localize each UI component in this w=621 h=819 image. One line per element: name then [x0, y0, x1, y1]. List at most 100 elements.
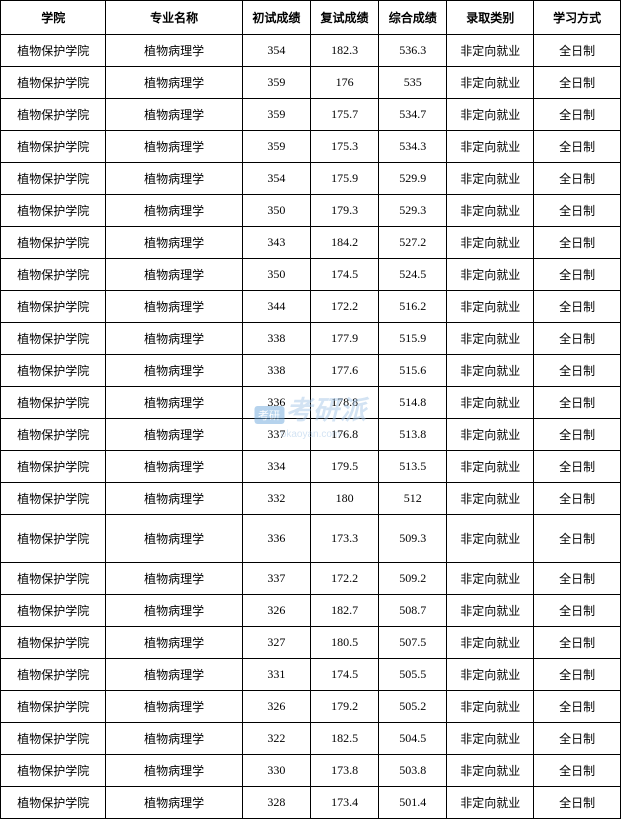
table-cell: 非定向就业 [447, 99, 534, 131]
table-cell: 植物保护学院 [1, 259, 106, 291]
table-cell: 植物病理学 [106, 35, 242, 67]
table-row: 植物保护学院植物病理学336173.3509.3非定向就业全日制 [1, 515, 621, 563]
table-cell: 植物病理学 [106, 227, 242, 259]
table-cell: 524.5 [379, 259, 447, 291]
table-cell: 全日制 [534, 691, 621, 723]
table-cell: 全日制 [534, 35, 621, 67]
table-cell: 350 [242, 259, 310, 291]
table-cell: 513.8 [379, 419, 447, 451]
table-cell: 529.9 [379, 163, 447, 195]
table-cell: 176.8 [310, 419, 378, 451]
table-row: 植物保护学院植物病理学350174.5524.5非定向就业全日制 [1, 259, 621, 291]
header-cell: 初试成绩 [242, 1, 310, 35]
table-cell: 全日制 [534, 387, 621, 419]
table-cell: 359 [242, 131, 310, 163]
table-cell: 非定向就业 [447, 659, 534, 691]
table-cell: 植物病理学 [106, 691, 242, 723]
table-cell: 植物病理学 [106, 627, 242, 659]
table-cell: 非定向就业 [447, 35, 534, 67]
table-cell: 328 [242, 787, 310, 819]
table-cell: 505.2 [379, 691, 447, 723]
table-cell: 植物保护学院 [1, 787, 106, 819]
table-cell: 177.6 [310, 355, 378, 387]
table-cell: 514.8 [379, 387, 447, 419]
table-cell: 植物保护学院 [1, 451, 106, 483]
table-cell: 植物保护学院 [1, 595, 106, 627]
table-cell: 非定向就业 [447, 755, 534, 787]
table-row: 植物保护学院植物病理学337176.8513.8非定向就业全日制 [1, 419, 621, 451]
table-cell: 植物保护学院 [1, 195, 106, 227]
table-cell: 全日制 [534, 355, 621, 387]
table-cell: 全日制 [534, 451, 621, 483]
table-cell: 504.5 [379, 723, 447, 755]
table-cell: 非定向就业 [447, 195, 534, 227]
table-cell: 534.7 [379, 99, 447, 131]
table-cell: 508.7 [379, 595, 447, 627]
table-row: 植物保护学院植物病理学338177.6515.6非定向就业全日制 [1, 355, 621, 387]
table-cell: 338 [242, 323, 310, 355]
table-cell: 植物保护学院 [1, 67, 106, 99]
table-cell: 354 [242, 35, 310, 67]
table-cell: 359 [242, 99, 310, 131]
table-cell: 全日制 [534, 291, 621, 323]
table-cell: 182.3 [310, 35, 378, 67]
table-cell: 全日制 [534, 723, 621, 755]
table-cell: 植物保护学院 [1, 723, 106, 755]
table-cell: 非定向就业 [447, 323, 534, 355]
table-cell: 331 [242, 659, 310, 691]
table-cell: 全日制 [534, 227, 621, 259]
table-cell: 非定向就业 [447, 131, 534, 163]
table-cell: 植物保护学院 [1, 387, 106, 419]
table-cell: 非定向就业 [447, 451, 534, 483]
table-cell: 175.3 [310, 131, 378, 163]
table-cell: 植物保护学院 [1, 419, 106, 451]
table-row: 植物保护学院植物病理学343184.2527.2非定向就业全日制 [1, 227, 621, 259]
table-cell: 184.2 [310, 227, 378, 259]
table-cell: 509.2 [379, 563, 447, 595]
table-cell: 植物保护学院 [1, 131, 106, 163]
table-cell: 植物保护学院 [1, 163, 106, 195]
table-cell: 179.3 [310, 195, 378, 227]
table-row: 植物保护学院植物病理学326182.7508.7非定向就业全日制 [1, 595, 621, 627]
header-cell: 学院 [1, 1, 106, 35]
table-cell: 534.3 [379, 131, 447, 163]
table-row: 植物保护学院植物病理学354182.3536.3非定向就业全日制 [1, 35, 621, 67]
table-cell: 343 [242, 227, 310, 259]
table-cell: 非定向就业 [447, 355, 534, 387]
table-cell: 植物病理学 [106, 99, 242, 131]
table-cell: 全日制 [534, 595, 621, 627]
header-cell: 复试成绩 [310, 1, 378, 35]
admissions-table: 学院专业名称初试成绩复试成绩综合成绩录取类别学习方式 植物保护学院植物病理学35… [0, 0, 621, 819]
table-cell: 全日制 [534, 483, 621, 515]
table-cell: 植物病理学 [106, 291, 242, 323]
table-cell: 全日制 [534, 787, 621, 819]
table-cell: 植物病理学 [106, 595, 242, 627]
table-cell: 516.2 [379, 291, 447, 323]
table-cell: 173.4 [310, 787, 378, 819]
table-cell: 非定向就业 [447, 259, 534, 291]
table-cell: 172.2 [310, 291, 378, 323]
table-cell: 非定向就业 [447, 515, 534, 563]
table-row: 植物保护学院植物病理学350179.3529.3非定向就业全日制 [1, 195, 621, 227]
table-cell: 全日制 [534, 659, 621, 691]
table-row: 植物保护学院植物病理学344172.2516.2非定向就业全日制 [1, 291, 621, 323]
table-cell: 175.9 [310, 163, 378, 195]
table-cell: 植物保护学院 [1, 291, 106, 323]
table-cell: 172.2 [310, 563, 378, 595]
table-cell: 全日制 [534, 131, 621, 163]
table-cell: 322 [242, 723, 310, 755]
table-cell: 509.3 [379, 515, 447, 563]
header-row: 学院专业名称初试成绩复试成绩综合成绩录取类别学习方式 [1, 1, 621, 35]
table-cell: 330 [242, 755, 310, 787]
table-cell: 植物病理学 [106, 67, 242, 99]
table-row: 植物保护学院植物病理学359175.3534.3非定向就业全日制 [1, 131, 621, 163]
table-cell: 非定向就业 [447, 419, 534, 451]
table-cell: 529.3 [379, 195, 447, 227]
table-cell: 全日制 [534, 755, 621, 787]
table-cell: 植物病理学 [106, 787, 242, 819]
header-cell: 综合成绩 [379, 1, 447, 35]
table-cell: 非定向就业 [447, 723, 534, 755]
table-cell: 536.3 [379, 35, 447, 67]
table-cell: 512 [379, 483, 447, 515]
table-cell: 植物病理学 [106, 387, 242, 419]
